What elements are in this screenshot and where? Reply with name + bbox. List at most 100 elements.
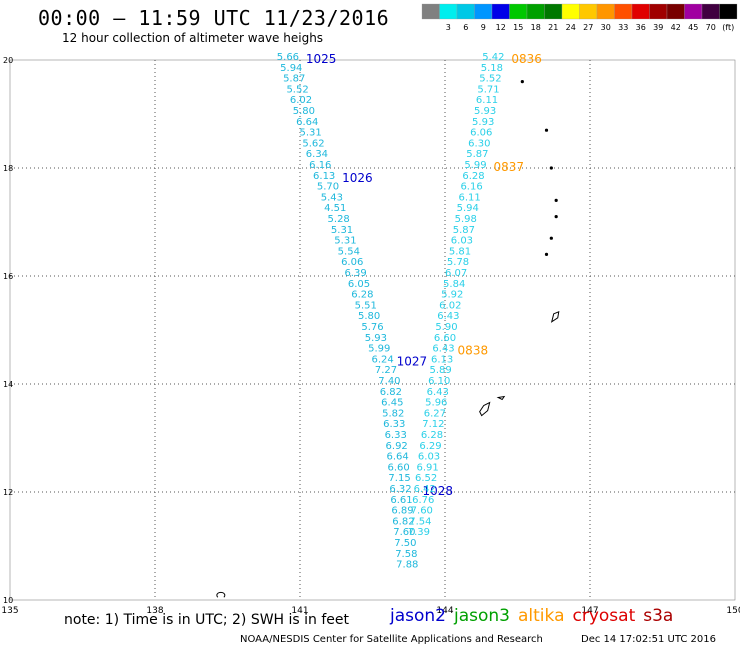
lat-tick-label: 14	[3, 380, 13, 389]
swh-value: 5.80	[358, 311, 380, 322]
swh-value: 6.07	[445, 268, 467, 279]
swh-value: 6.64	[296, 117, 318, 128]
island-dot	[554, 198, 558, 202]
swh-value: 6.03	[418, 452, 440, 463]
color-scale-label: 42	[671, 23, 681, 32]
swh-value: 6.33	[383, 419, 405, 430]
color-scale-label: 36	[636, 23, 646, 32]
lat-tick-label: 10	[3, 596, 13, 605]
page-subtitle: 12 hour collection of altimeter wave hei…	[62, 31, 324, 45]
footer-note: note: 1) Time is in UTC; 2) SWH is in fe…	[64, 612, 350, 628]
island-guam	[479, 401, 491, 417]
swh-value: 6.89	[391, 506, 413, 517]
color-scale-swatch	[614, 3, 633, 20]
swh-value: 5.62	[302, 138, 324, 149]
satellite-legend-item: s3a	[643, 606, 674, 626]
swh-value: 5.70	[317, 182, 339, 193]
swh-value: 5.82	[382, 408, 404, 419]
island-dot	[549, 166, 553, 170]
swh-value: 5.81	[449, 246, 471, 257]
swh-value: 6.39	[344, 268, 366, 279]
swh-value: 7.27	[375, 365, 397, 376]
pass-time-label: 1025	[306, 52, 337, 66]
swh-value: 5.31	[334, 236, 356, 247]
swh-value: 6.33	[385, 430, 407, 441]
island-dot	[554, 215, 558, 219]
color-scale-label: 9	[481, 23, 486, 32]
swh-value: 6.10	[428, 376, 450, 387]
color-scale-label: 12	[496, 23, 506, 32]
swh-value: 6.02	[290, 95, 312, 106]
swh-value: 5.99	[464, 160, 486, 171]
color-scale-label: 24	[566, 23, 576, 32]
color-scale-label: 33	[618, 23, 628, 32]
island-dot	[520, 80, 524, 84]
lon-tick-label: 144	[436, 606, 453, 616]
swh-value: 6.16	[460, 182, 482, 193]
swh-value: 7.58	[395, 549, 417, 560]
pass-time-label: 0836	[511, 52, 542, 66]
pass-time-label: 0837	[493, 160, 524, 174]
swh-value: 6.64	[387, 452, 409, 463]
swh-value: 5.18	[481, 63, 503, 74]
lon-tick-label: 141	[291, 606, 308, 616]
swh-value: 7.50	[394, 538, 416, 549]
lon-tick-label: 150	[726, 606, 740, 616]
swh-value: 6.05	[348, 279, 370, 290]
swh-value: 6.45	[381, 398, 403, 409]
swh-value: 5.28	[328, 214, 350, 225]
swh-value: 6.27	[424, 408, 446, 419]
color-scale-swatch	[526, 3, 545, 20]
swh-value: 5.93	[365, 333, 387, 344]
swh-value: 4.51	[324, 203, 346, 214]
swh-value: 5.84	[443, 279, 465, 290]
color-scale-label: 39	[653, 23, 663, 32]
swh-value: 6.11	[459, 192, 481, 203]
swh-value: 6.16	[309, 160, 331, 171]
swh-value: 6.52	[415, 473, 437, 484]
swh-value: 5.94	[457, 203, 479, 214]
swh-value: 6.61	[390, 495, 412, 506]
issued-timestamp: Dec 14 17:02:51 UTC 2016	[581, 634, 716, 645]
swh-value: 6.28	[421, 430, 443, 441]
color-scale-swatch	[561, 3, 580, 20]
swh-value: 6.91	[416, 462, 438, 473]
page-title: 00:00 – 11:59 UTC 11/23/2016	[38, 6, 390, 30]
satellite-legend-item: jason2	[390, 606, 446, 626]
swh-value: 5.51	[355, 300, 377, 311]
swh-value: 5.80	[293, 106, 315, 117]
swh-value: 5.93	[474, 106, 496, 117]
satellite-legend: jason2 jason3 altika cryosat s3a	[390, 606, 681, 626]
swh-value: 6.03	[451, 236, 473, 247]
pass-time-label: 1027	[397, 354, 428, 368]
swh-value: 6.60	[387, 462, 409, 473]
swh-value: 6.92	[386, 441, 408, 452]
swh-value: 5.66	[277, 52, 299, 63]
color-scale-swatch	[579, 3, 598, 20]
color-scale-swatch	[439, 3, 458, 20]
swh-value: 6.32	[389, 484, 411, 495]
lon-tick-label: 135	[1, 606, 18, 616]
swh-value: 5.98	[455, 214, 477, 225]
swh-value: 6.13	[431, 354, 453, 365]
color-scale-label: 15	[513, 23, 523, 32]
island-saipan	[550, 311, 560, 323]
color-scale-swatch	[544, 3, 563, 20]
swh-value: 6.11	[476, 95, 498, 106]
swh-value: 5.54	[338, 246, 360, 257]
swh-value: 5.93	[472, 117, 494, 128]
swh-value: 5.87	[453, 225, 475, 236]
swh-value: 6.82	[380, 387, 402, 398]
swh-value: 5.76	[361, 322, 383, 333]
color-scale-label: 6	[463, 23, 468, 32]
swh-value: 6.43	[437, 311, 459, 322]
lon-tick-label: 147	[581, 606, 598, 616]
swh-value: 5.52	[479, 74, 501, 85]
color-scale-swatch	[631, 3, 650, 20]
swh-value: 6.13	[313, 171, 335, 182]
color-scale-unit: (ft)	[722, 23, 734, 32]
swh-value: 6.42	[414, 484, 436, 495]
island-rota	[496, 395, 506, 401]
satellite-legend-item: jason3	[454, 606, 510, 626]
